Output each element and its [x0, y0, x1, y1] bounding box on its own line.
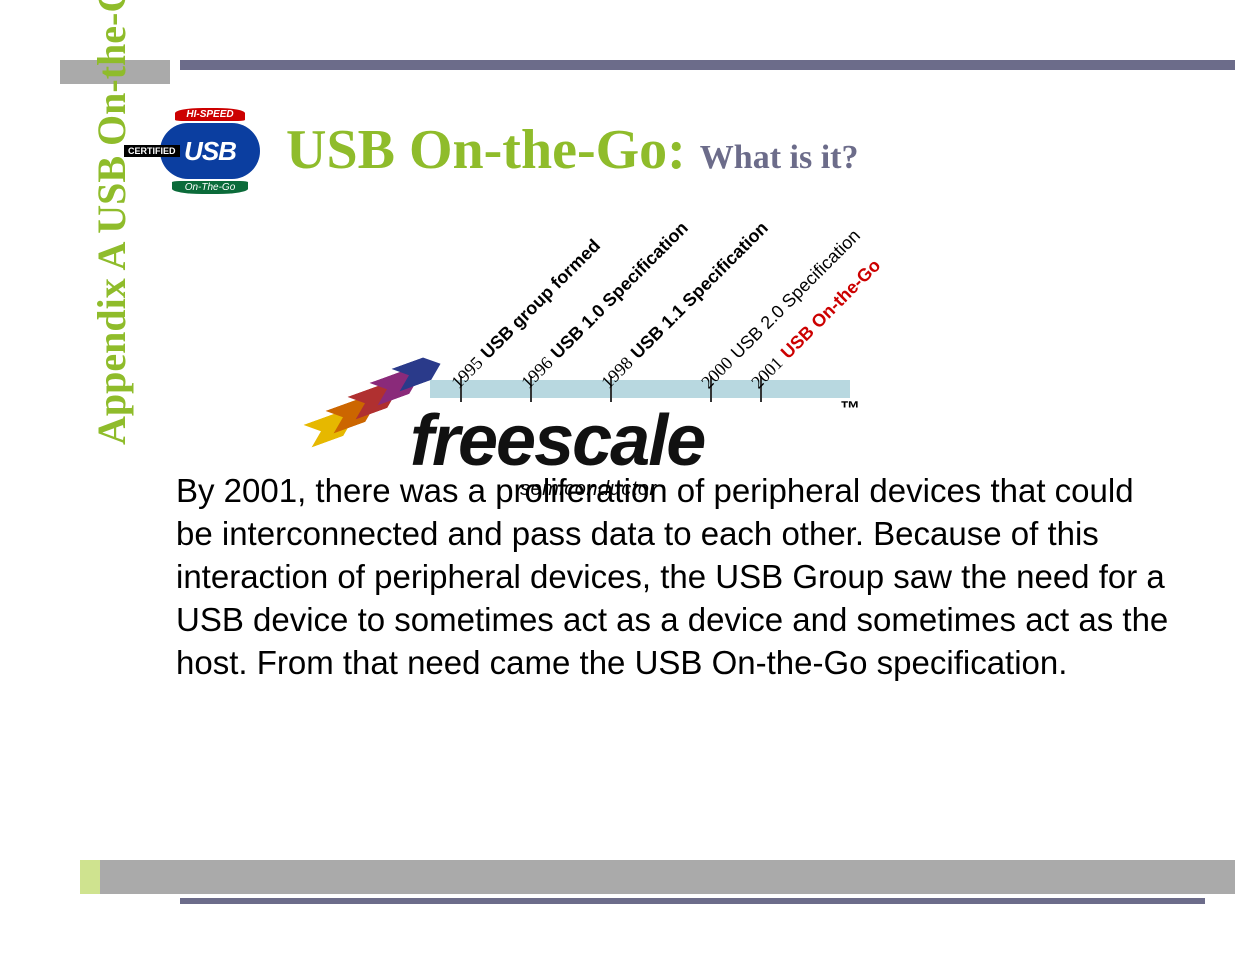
- usb-logo-core: USB CERTIFIED: [160, 123, 260, 179]
- freescale-tm: ™: [840, 398, 860, 421]
- bottom-bar: [80, 860, 1235, 894]
- usb-logo-otg: On-The-Go: [172, 181, 248, 194]
- title-main: USB On-the-Go:: [286, 119, 700, 181]
- timeline-label: 1998USB 1.1 Specification: [597, 218, 772, 393]
- slide: Appendix A USB On-the-Go HI-SPEED USB CE…: [0, 0, 1235, 954]
- usb-certified-logo: HI-SPEED USB CERTIFIED On-The-Go: [150, 108, 270, 212]
- usb-logo-certified: CERTIFIED: [124, 145, 180, 157]
- timeline-event: USB 1.0 Specification: [547, 218, 692, 363]
- top-bar-line: [180, 60, 1235, 70]
- body-paragraph: By 2001, there was a proliferation of pe…: [176, 470, 1175, 684]
- timeline-event: USB group formed: [477, 235, 604, 362]
- usb-logo-hispeed: HI-SPEED: [175, 108, 245, 121]
- usb-logo-text: USB: [184, 136, 236, 167]
- appendix-label: Appendix A USB On-the-Go: [88, 0, 135, 445]
- bottom-bar-line: [180, 898, 1205, 904]
- timeline-axis: [430, 380, 850, 398]
- title-sub: What is it?: [700, 139, 859, 176]
- bottom-bar-accent: [80, 860, 100, 894]
- slide-title: USB On-the-Go: What is it?: [286, 118, 858, 182]
